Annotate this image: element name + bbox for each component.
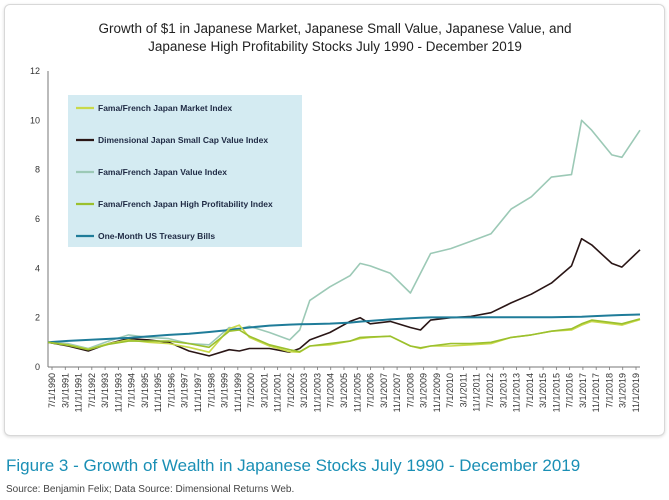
x-tick-label: 7/1/2004 — [326, 373, 336, 408]
y-tick-label: 0 — [35, 362, 40, 372]
chart-title: Growth of $1 in Japanese Market, Japanes… — [40, 20, 630, 56]
y-tick-label: 6 — [35, 214, 40, 224]
y-tick-label: 10 — [30, 115, 40, 125]
x-tick-label: 3/1/1999 — [220, 373, 230, 408]
series-line-1 — [47, 237, 641, 357]
x-tick-label: 11/1/2013 — [512, 373, 522, 412]
x-tick-label: 11/1/2005 — [352, 373, 362, 412]
chart-legend: Fama/French Japan Market Index Dimensiona… — [68, 95, 302, 247]
x-tick-label: 7/1/2008 — [405, 373, 415, 408]
legend-entry: Fama/French Japan High Profitability Ind… — [98, 199, 273, 209]
x-tick-label: 7/1/1994 — [127, 373, 137, 408]
series-line-2 — [47, 119, 641, 350]
x-tick-label: 3/1/2005 — [339, 373, 349, 408]
chart-series — [47, 119, 641, 357]
legend-entry: Dimensional Japan Small Cap Value Index — [98, 135, 268, 145]
legend-entry: Fama/French Japan Value Index — [98, 167, 227, 177]
legend-box — [68, 95, 302, 247]
x-tick-label: 7/1/2016 — [565, 373, 575, 408]
x-tick-label: 7/1/2012 — [485, 373, 495, 408]
x-tick-label: 3/1/2015 — [538, 373, 548, 408]
y-tick-label: 8 — [35, 165, 40, 175]
x-tick-label: 11/1/2003 — [312, 373, 322, 412]
x-tick-label: 11/1/2019 — [631, 373, 641, 412]
x-tick-label: 3/1/2001 — [259, 373, 269, 408]
x-tick-label: 11/1/1999 — [233, 373, 243, 412]
x-tick-label: 7/1/1996 — [166, 373, 176, 408]
figure-caption: Figure 3 - Growth of Wealth in Japanese … — [6, 456, 581, 475]
x-tick-label: 7/1/2014 — [525, 373, 535, 408]
legend-entry: One-Month US Treasury Bills — [98, 231, 215, 241]
x-tick-label: 7/1/2018 — [604, 373, 614, 408]
x-tick-label: 3/1/1995 — [140, 373, 150, 408]
x-tick-label: 3/1/1997 — [180, 373, 190, 408]
series-line-3 — [47, 318, 641, 353]
x-tick-label: 7/1/2000 — [246, 373, 256, 408]
x-tick-label: 7/1/1992 — [87, 373, 97, 408]
x-tick-label: 11/1/1993 — [113, 373, 123, 412]
y-tick-label: 12 — [30, 66, 40, 76]
x-tick-label: 3/1/1993 — [100, 373, 110, 408]
x-tick-label: 11/1/1995 — [153, 373, 163, 412]
x-tick-label: 7/1/2002 — [286, 373, 296, 408]
x-tick-label: 11/1/2001 — [273, 373, 283, 412]
x-tick-label: 11/1/2009 — [432, 373, 442, 412]
x-tick-label: 7/1/2010 — [445, 373, 455, 408]
x-tick-label: 3/1/2009 — [419, 373, 429, 408]
x-tick-label: 3/1/2013 — [498, 373, 508, 408]
y-tick-label: 4 — [35, 263, 40, 273]
x-tick-label: 11/1/1991 — [74, 373, 84, 412]
x-tick-label: 11/1/2015 — [551, 373, 561, 412]
x-tick-label: 11/1/2011 — [472, 373, 482, 412]
y-tick-label: 2 — [35, 313, 40, 323]
x-tick-label: 7/1/1998 — [206, 373, 216, 408]
chart-title-line-2: Japanese High Profitability Stocks July … — [148, 39, 522, 54]
x-tick-label: 7/1/2006 — [366, 373, 376, 408]
x-tick-label: 3/1/2003 — [299, 373, 309, 408]
x-tick-label: 3/1/2019 — [618, 373, 628, 408]
series-line-4 — [47, 313, 641, 344]
x-tick-label: 7/1/1990 — [47, 373, 57, 408]
x-tick-label: 11/1/1997 — [193, 373, 203, 412]
x-tick-label: 3/1/1991 — [60, 373, 70, 408]
chart-title-line-1: Growth of $1 in Japanese Market, Japanes… — [98, 21, 572, 36]
legend-entry: Fama/French Japan Market Index — [98, 103, 232, 113]
x-tick-label: 3/1/2017 — [578, 373, 588, 408]
x-tick-label: 11/1/2007 — [392, 373, 402, 412]
source-line: Source: Benjamin Felix; Data Source: Dim… — [6, 484, 295, 495]
x-tick-label: 3/1/2011 — [458, 373, 468, 407]
x-tick-label: 11/1/2017 — [591, 373, 601, 412]
x-tick-label: 3/1/2007 — [379, 373, 389, 408]
